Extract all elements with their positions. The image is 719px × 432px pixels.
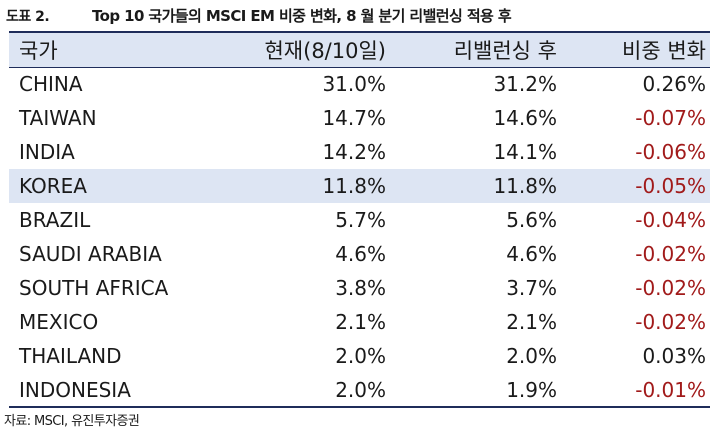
cell-after: 11.8%	[386, 169, 557, 203]
figure-title-row: 도표 2. Top 10 국가들의 MSCI EM 비중 변화, 8 월 분기 …	[6, 4, 712, 28]
header-after: 리밸런싱 후	[386, 33, 557, 67]
top-rule	[9, 31, 710, 33]
cell-after: 1.9%	[506, 378, 557, 402]
cell-change: 0.03%	[642, 344, 706, 368]
table-row: MEXICO 2.1% 2.1% -0.02%	[9, 305, 710, 339]
table-row: BRAZIL 5.7% 5.6% -0.04%	[9, 203, 710, 237]
weights-table: 국가 현재(8/10일) 리밸런싱 후 비중 변화 CHINA 31.0% 31.2…	[9, 33, 710, 407]
header-change: 비중 변화	[557, 33, 710, 67]
table-row: CHINA 31.0% 31.2% 0.26%	[9, 67, 710, 101]
cell-country: MEXICO	[19, 310, 99, 334]
cell-change: -0.02%	[635, 310, 706, 334]
cell-current: 4.6%	[335, 242, 386, 266]
cell-current: 2.1%	[335, 310, 386, 334]
table-row: INDONESIA 2.0% 1.9% -0.01%	[9, 373, 710, 407]
cell-after: 2.0%	[506, 344, 557, 368]
cell-current: 14.2%	[322, 140, 386, 164]
cell-country: CHINA	[19, 72, 83, 96]
table-body: CHINA 31.0% 31.2% 0.26% TAIWAN 14.7% 14.6% -0.0…	[9, 67, 710, 407]
table-row: INDIA 14.2% 14.1% -0.06%	[9, 135, 710, 169]
figure-title: Top 10 국가들의 MSCI EM 비중 변화, 8 월 분기 리밸런싱 적…	[92, 7, 512, 25]
cell-change: 0.26%	[642, 72, 706, 96]
header-rule	[9, 67, 710, 68]
table-row: THAILAND 2.0% 2.0% 0.03%	[9, 339, 710, 373]
table-row: TAIWAN 14.7% 14.6% -0.07%	[9, 101, 710, 135]
cell-change: -0.02%	[635, 242, 706, 266]
cell-country: THAILAND	[19, 344, 122, 368]
cell-country: KOREA	[9, 169, 217, 203]
cell-after: 4.6%	[506, 242, 557, 266]
cell-after: 5.6%	[506, 208, 557, 232]
table-row: SOUTH AFRICA 3.8% 3.7% -0.02%	[9, 271, 710, 305]
cell-current: 2.0%	[335, 378, 386, 402]
header-country: 국가	[9, 33, 217, 67]
cell-country: INDIA	[19, 140, 75, 164]
figure-number: 도표 2.	[6, 9, 50, 25]
table-header-row: 국가 현재(8/10일) 리밸런싱 후 비중 변화	[9, 33, 710, 67]
cell-after: 14.6%	[493, 106, 557, 130]
cell-country: SAUDI ARABIA	[19, 242, 162, 266]
cell-country: BRAZIL	[19, 208, 91, 232]
cell-after: 31.2%	[493, 72, 557, 96]
table-row: SAUDI ARABIA 4.6% 4.6% -0.02%	[9, 237, 710, 271]
cell-current: 14.7%	[322, 106, 386, 130]
bottom-rule	[9, 406, 710, 408]
source-note: 자료: MSCI, 유진투자증권	[4, 414, 140, 429]
cell-change: -0.07%	[635, 106, 706, 130]
cell-current: 5.7%	[335, 208, 386, 232]
cell-change: -0.06%	[635, 140, 706, 164]
cell-current: 3.8%	[335, 276, 386, 300]
cell-after: 2.1%	[506, 310, 557, 334]
cell-change: -0.05%	[557, 169, 710, 203]
cell-change: -0.04%	[635, 208, 706, 232]
cell-after: 3.7%	[506, 276, 557, 300]
cell-country: SOUTH AFRICA	[19, 276, 169, 300]
cell-current: 11.8%	[217, 169, 386, 203]
cell-change: -0.01%	[635, 378, 706, 402]
cell-current: 31.0%	[322, 72, 386, 96]
table-row: KOREA 11.8% 11.8% -0.05%	[9, 169, 710, 203]
cell-current: 2.0%	[335, 344, 386, 368]
cell-change: -0.02%	[635, 276, 706, 300]
cell-country: TAIWAN	[19, 106, 97, 130]
header-current: 현재(8/10일)	[217, 33, 386, 67]
cell-country: INDONESIA	[19, 378, 131, 402]
cell-after: 14.1%	[493, 140, 557, 164]
